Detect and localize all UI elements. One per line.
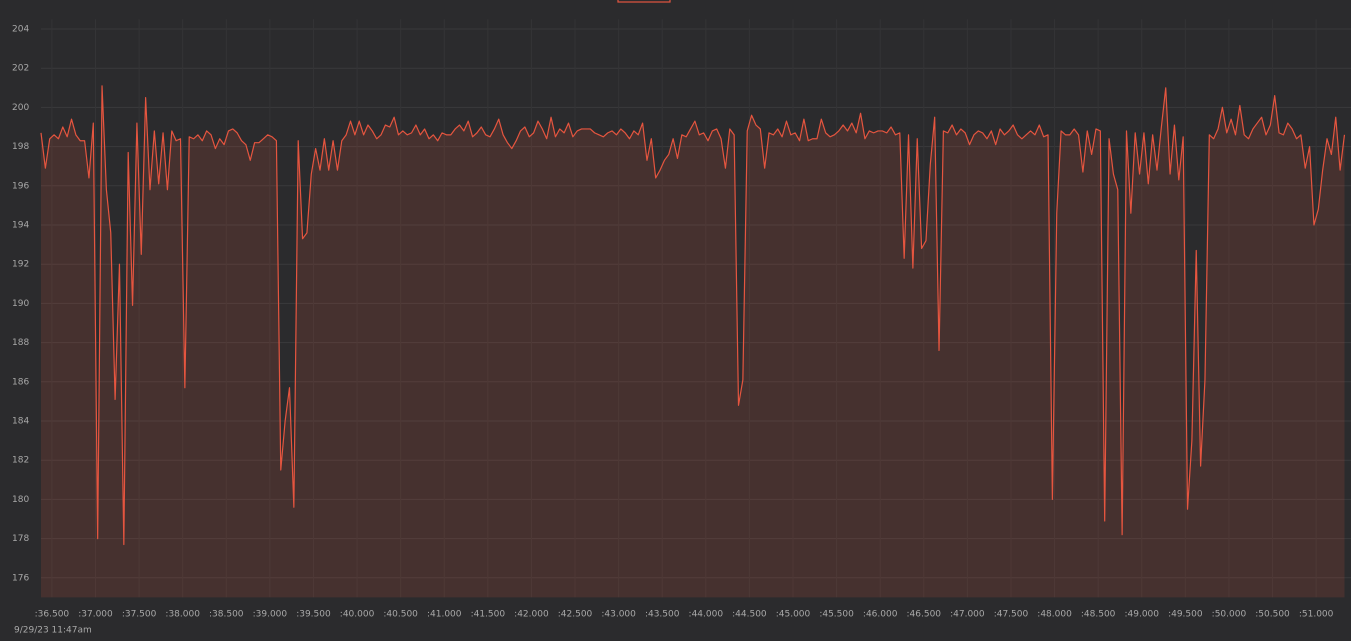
x-tick-label: :43.500 bbox=[645, 610, 680, 620]
plot bbox=[40, 85, 1346, 598]
x-tick-label: :51.000 bbox=[1299, 610, 1334, 620]
x-tick-label: :38.000 bbox=[165, 610, 200, 620]
area-line bbox=[40, 85, 1346, 546]
x-tick-label: :48.500 bbox=[1081, 610, 1116, 620]
x-tick-label: :41.500 bbox=[471, 610, 506, 620]
legend-marker bbox=[617, 0, 671, 3]
x-tick-label: :46.000 bbox=[863, 610, 898, 620]
x-tick-label: :38.500 bbox=[209, 610, 244, 620]
y-tick-label: 204 bbox=[12, 25, 29, 35]
x-tick-label: :45.500 bbox=[819, 610, 854, 620]
x-tick-label: :42.500 bbox=[558, 610, 593, 620]
x-tick-label: :40.500 bbox=[383, 610, 418, 620]
x-tick-label: :44.500 bbox=[732, 610, 767, 620]
area-fill bbox=[41, 85, 1345, 598]
x-tick-label: :44.000 bbox=[689, 610, 724, 620]
y-tick-label: 180 bbox=[12, 495, 29, 505]
x-tick-label: :42.000 bbox=[514, 610, 549, 620]
x-tick-label: :47.000 bbox=[950, 610, 985, 620]
y-tick-label: 176 bbox=[12, 573, 29, 583]
y-tick-label: 184 bbox=[12, 417, 29, 427]
axes: 176 178 180 182 184 186 188 190 192 194 196 198 200 2… bbox=[12, 25, 1334, 620]
x-tick-label: :50.500 bbox=[1255, 610, 1290, 620]
x-tick-label: :37.000 bbox=[78, 610, 113, 620]
y-tick-label: 196 bbox=[12, 181, 29, 191]
y-tick-label: 194 bbox=[12, 221, 29, 231]
x-tick-label: :36.500 bbox=[35, 610, 70, 620]
x-tick-label: :37.500 bbox=[122, 610, 157, 620]
x-tick-label: :50.000 bbox=[1212, 610, 1247, 620]
y-tick-label: 190 bbox=[12, 299, 29, 309]
x-tick-label: :39.000 bbox=[253, 610, 288, 620]
y-tick-label: 186 bbox=[12, 377, 29, 387]
x-tick-label: :47.500 bbox=[994, 610, 1029, 620]
x-tick-label: :49.000 bbox=[1124, 610, 1159, 620]
grid bbox=[41, 19, 1351, 598]
x-tick-label: :39.500 bbox=[296, 610, 331, 620]
y-tick-label: 200 bbox=[12, 103, 29, 113]
y-tick-label: 192 bbox=[12, 260, 29, 270]
y-tick-label: 202 bbox=[12, 64, 29, 74]
footnote: 9/29/23 11:47am bbox=[14, 626, 92, 636]
x-tick-label: :43.000 bbox=[601, 610, 636, 620]
x-tick-label: :45.000 bbox=[776, 610, 811, 620]
x-tick-label: :46.500 bbox=[907, 610, 942, 620]
x-tick-label: :40.000 bbox=[340, 610, 375, 620]
y-tick-label: 188 bbox=[12, 338, 29, 348]
y-tick-label: 178 bbox=[12, 534, 29, 544]
x-tick-label: :48.000 bbox=[1037, 610, 1072, 620]
x-tick-label: :41.000 bbox=[427, 610, 462, 620]
y-tick-label: 182 bbox=[12, 456, 29, 466]
y-tick-label: 198 bbox=[12, 142, 29, 152]
x-tick-label: :49.500 bbox=[1168, 610, 1203, 620]
